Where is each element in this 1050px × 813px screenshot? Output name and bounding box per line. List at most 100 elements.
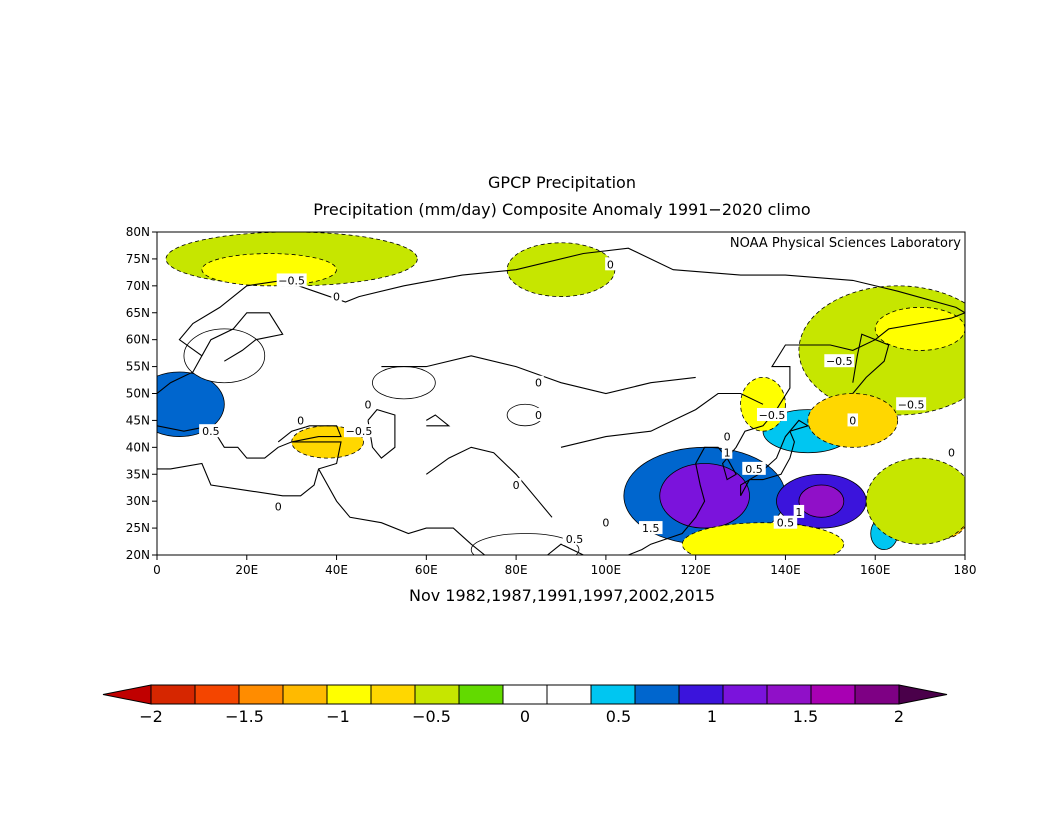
contour-label-bg — [331, 289, 342, 303]
contour-label: 0 — [535, 409, 542, 422]
coastline — [547, 543, 606, 555]
coastline — [852, 333, 890, 394]
contour-label-bg — [199, 424, 223, 438]
colorbar-swatch — [458, 684, 504, 705]
coastline — [560, 392, 764, 448]
contour-label: 0.5 — [566, 533, 584, 546]
colorbar-swatch — [194, 684, 240, 705]
coastline — [157, 425, 342, 497]
contour-label: 0 — [275, 501, 282, 514]
anomaly-region — [681, 522, 845, 555]
lat-tick-label: 80N — [126, 225, 150, 239]
latitude-axis: 20N 25N 30N 35N 40N 45N 50N 55N 60N 65N 70N 75N 80N — [126, 225, 157, 562]
contour-label: 0 — [724, 431, 731, 444]
anomaly-region — [798, 285, 965, 416]
contour-label: 1.5 — [642, 522, 660, 535]
colorbar-swatch — [282, 684, 328, 705]
contour-label-bg — [793, 504, 805, 518]
contour-label-bg — [533, 375, 544, 389]
colorbar-swatch — [590, 684, 636, 705]
contour-label-bg — [510, 478, 522, 492]
colorbar-swatch — [326, 684, 372, 705]
colorbar-tick-label: −2 — [139, 707, 163, 726]
lat-tick-label: 20N — [126, 548, 150, 562]
contour-label-bg — [824, 354, 855, 368]
colorbar-tick-label: 2 — [894, 707, 904, 726]
lat-tick-label: 75N — [126, 252, 150, 266]
composite-caption: Nov 1982,1987,1991,1997,2002,2015 — [409, 586, 715, 605]
contour-label-bg — [295, 413, 306, 427]
contour-label: 0 — [364, 398, 371, 411]
anomaly-region — [798, 484, 845, 518]
coastline — [367, 408, 396, 459]
figure-title: GPCP Precipitation — [488, 173, 636, 192]
contour-label: 0 — [849, 414, 856, 427]
contour-label: 0 — [333, 291, 340, 304]
contour-label-bg — [639, 521, 663, 535]
lon-tick-label: 40E — [325, 563, 348, 577]
lat-tick-label: 30N — [126, 494, 150, 508]
lat-tick-label: 70N — [126, 279, 150, 293]
contour-label: 1 — [795, 506, 802, 519]
colorbar-swatch — [854, 684, 900, 705]
contour-label-bg — [272, 499, 284, 513]
contour-label: −0.5 — [898, 398, 925, 411]
contour-label: 0.5 — [777, 517, 795, 530]
colorbar-high-arrow — [898, 684, 948, 705]
contour-label-bg — [896, 397, 927, 411]
colorbar-low-arrow — [102, 684, 152, 705]
lat-tick-label: 25N — [126, 521, 150, 535]
contour-label-bg — [533, 408, 544, 422]
anomaly-region — [201, 253, 337, 287]
colorbar-swatch — [150, 684, 196, 705]
contour-label-bg — [847, 413, 859, 427]
lon-tick-label: 180 — [954, 563, 977, 577]
lon-tick-label: 120E — [680, 563, 711, 577]
lon-tick-label: 160E — [860, 563, 891, 577]
colorbar-swatch — [414, 684, 460, 705]
colorbar-swatch — [502, 684, 548, 705]
contour-label: 0 — [602, 517, 609, 530]
coastline — [381, 355, 696, 395]
contour-label: −0.5 — [278, 274, 305, 287]
contour-label: 0.5 — [745, 463, 763, 476]
coastline — [628, 312, 965, 555]
contour-label: 0 — [607, 258, 614, 271]
anomaly-region — [506, 242, 616, 297]
colorbar-swatch — [370, 684, 416, 705]
colorbar-tick-label: 1.5 — [793, 707, 818, 726]
credit-label: NOAA Physical Sciences Laboratory — [730, 236, 961, 251]
lon-tick-label: 140E — [770, 563, 801, 577]
coastline — [426, 414, 451, 427]
colorbar-swatch — [722, 684, 768, 705]
colorbar-swatch — [766, 684, 812, 705]
contour-label-bg — [276, 273, 307, 287]
coastline — [157, 247, 965, 394]
lon-tick-label: 20E — [235, 563, 258, 577]
contour-label-bg — [742, 461, 766, 475]
coastline — [201, 312, 284, 362]
contour-label-bg — [562, 531, 587, 545]
contour-label: 0.5 — [202, 425, 220, 438]
contour-label-bg — [605, 257, 616, 271]
contour-label: 0 — [948, 447, 955, 460]
lon-tick-label: 100E — [591, 563, 622, 577]
contour-label-bg — [946, 445, 957, 459]
figure-subtitle: Precipitation (mm/day) Composite Anomaly… — [313, 200, 810, 219]
colorbar-tick-label: 0.5 — [606, 707, 631, 726]
contour-label-bg — [344, 424, 374, 438]
anomaly-region — [183, 328, 266, 384]
contour-label-bg — [721, 445, 733, 459]
contour-label-bg — [756, 408, 787, 422]
lat-tick-label: 55N — [126, 360, 150, 374]
colorbar-swatch — [678, 684, 724, 705]
contour-label: 0 — [297, 414, 304, 427]
contour-label-bg — [773, 515, 798, 529]
lon-tick-label: 80E — [505, 563, 528, 577]
anomaly-region — [157, 371, 225, 437]
colorbar: −2 −1.5 −1 −0.5 0 0.5 1 1.5 2 — [102, 684, 948, 726]
lon-tick-label: 0 — [153, 563, 161, 577]
